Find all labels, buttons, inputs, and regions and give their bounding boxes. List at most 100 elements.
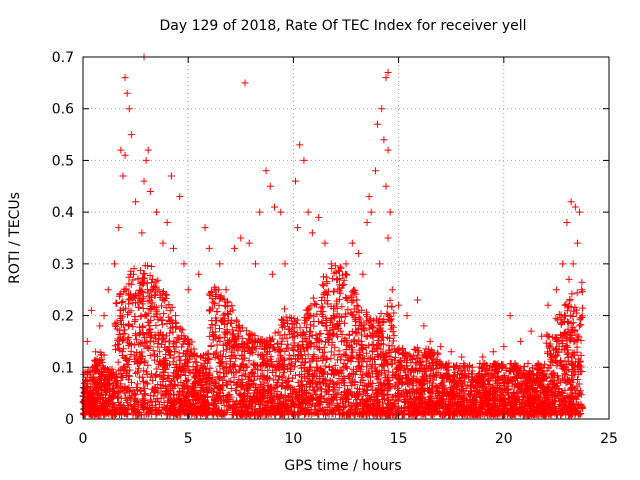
data-point [343,294,351,302]
data-point [355,356,363,364]
data-point [138,395,146,403]
data-point [391,391,399,399]
data-point [402,371,410,379]
data-point [262,360,270,368]
data-point [359,377,367,385]
data-point [284,340,292,348]
series-roti-cloud [79,262,587,419]
data-point [87,306,95,314]
data-point [116,402,124,410]
data-point [342,310,350,318]
data-point [475,388,483,396]
data-point [551,334,559,342]
data-point [353,401,361,409]
data-point [131,352,139,360]
data-point [245,386,253,394]
data-point [159,239,167,247]
data-point [425,385,433,393]
data-point [367,365,375,373]
data-point [123,399,131,407]
data-point [394,397,402,405]
data-point [149,346,157,354]
data-point [140,397,148,405]
data-point [133,368,141,376]
data-point [489,348,497,356]
data-point [152,278,160,286]
data-point [565,275,573,283]
data-point [333,276,341,284]
data-point [152,321,160,329]
data-point [133,336,141,344]
data-point [373,351,381,359]
data-point [573,375,581,383]
data-point [259,406,267,414]
data-point [148,275,156,283]
data-point [215,386,223,394]
data-point [295,410,303,418]
data-point [208,386,216,394]
data-point [312,338,320,346]
data-point [145,322,153,330]
data-point [552,314,560,322]
data-point [343,364,351,372]
data-point [213,367,221,375]
data-point [320,348,328,356]
data-point [320,408,328,416]
data-point [430,349,438,357]
data-point [563,218,571,226]
data-point [212,348,220,356]
data-point [148,370,156,378]
data-point [322,273,330,281]
data-point [566,409,574,417]
data-point [164,371,172,379]
data-point [283,334,291,342]
data-point [427,352,435,360]
data-point [297,404,305,412]
data-point [380,379,388,387]
data-point [349,409,357,417]
data-point [275,345,283,353]
data-point [167,316,175,324]
data-point [235,323,243,331]
data-point [310,386,318,394]
data-point [301,335,309,343]
data-point [399,350,407,358]
data-point [374,337,382,345]
data-point [329,387,337,395]
data-point [95,405,103,413]
data-point [400,407,408,415]
data-point [295,342,303,350]
data-point [475,380,483,388]
data-point [488,370,496,378]
data-point [84,408,92,416]
data-point [525,379,533,387]
data-point [476,378,484,386]
data-point [108,400,116,408]
data-point [181,364,189,372]
data-point [245,357,253,365]
data-point [137,339,145,347]
data-point [114,406,122,414]
data-point [228,302,236,310]
data-point [328,395,336,403]
data-point [467,391,475,399]
data-point [232,354,240,362]
data-point [184,286,192,294]
data-point [333,379,341,387]
data-point [251,372,259,380]
data-point [124,376,132,384]
data-point [566,297,574,305]
data-point [280,356,288,364]
data-point [463,396,471,404]
data-point [115,330,123,338]
data-point [287,367,295,375]
data-point [568,353,576,361]
data-point [135,409,143,417]
data-point [573,382,581,390]
data-point [148,286,156,294]
data-point [412,377,420,385]
data-point [382,371,390,379]
data-point [569,367,577,375]
data-point [432,373,440,381]
data-point [411,400,419,408]
